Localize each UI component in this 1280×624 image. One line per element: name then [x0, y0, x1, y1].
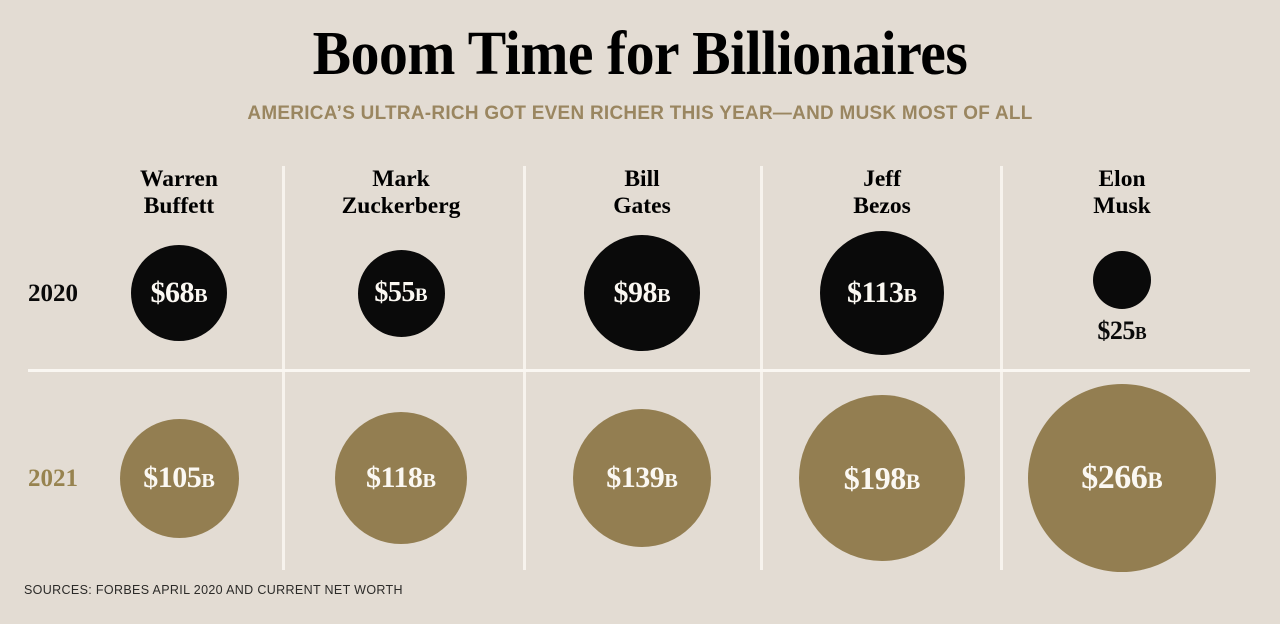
- bubble-2021-jeff-bezos: $198B: [799, 395, 965, 561]
- bubble-value-amount: $113: [847, 276, 904, 309]
- column-header-name-line1: Warren: [140, 166, 218, 192]
- bubble-value-unit: B: [193, 285, 208, 307]
- bubble-value-amount: $139: [606, 461, 665, 494]
- column-header-name-line2: Musk: [1093, 193, 1151, 219]
- bubble-value-unit: B: [1147, 468, 1163, 494]
- sources-note: SOURCES: FORBES APRIL 2020 AND CURRENT N…: [24, 583, 403, 597]
- column-header-name-line1: Mark: [372, 166, 430, 192]
- bubble-2021-bill-gates: $139B: [573, 409, 711, 547]
- row-label-2021: 2021: [28, 465, 78, 492]
- bubble-value-unit: B: [905, 470, 921, 494]
- page-subtitle: AMERICA’S ULTRA-RICH GOT EVEN RICHER THI…: [247, 102, 1033, 124]
- bubble-2021-elon-musk: $266B: [1028, 384, 1216, 572]
- bubble-value-amount: $198: [843, 460, 907, 496]
- bubble-value-label: $139B: [606, 463, 678, 493]
- column-header-name-line1: Bill: [624, 166, 660, 192]
- bubble-value-label: $113B: [847, 278, 917, 308]
- column-divider: [282, 166, 285, 570]
- bubble-value-label: $198B: [844, 462, 921, 494]
- bubble-value-amount: $98: [613, 276, 657, 309]
- bubble-value-label: $266B: [1081, 461, 1162, 495]
- bubble-2020-jeff-bezos: $113B: [820, 231, 944, 355]
- bubble-2020-elon-musk: [1093, 251, 1151, 309]
- column-header-name-line1: Elon: [1098, 166, 1146, 192]
- bubble-value-amount: $105: [143, 461, 202, 494]
- bubble-value-label: $25B: [1002, 318, 1242, 344]
- bubble-value-label: $98B: [613, 278, 670, 308]
- row-divider: [28, 369, 1250, 372]
- column-header-name-line2: Gates: [613, 193, 671, 219]
- bubble-2020-bill-gates: $98B: [584, 235, 700, 351]
- bubble-value-unit: B: [903, 285, 917, 307]
- bubble-2020-warren-buffett: $68B: [131, 245, 227, 341]
- bubble-value-amount: $25: [1097, 316, 1135, 345]
- column-header-name-line2: Bezos: [853, 193, 911, 219]
- bubble-value-unit: B: [656, 285, 671, 307]
- bubble-value-unit: B: [1134, 323, 1147, 343]
- column-header-2: Mark Zuckerberg: [281, 166, 521, 220]
- column-header-5: Elon Musk: [1002, 166, 1242, 220]
- row-label-2020: 2020: [28, 280, 78, 307]
- bubble-2021-warren-buffett: $105B: [119, 418, 239, 538]
- column-header-name-line2: Zuckerberg: [341, 193, 461, 219]
- bubble-2020-mark-zuckerberg: $55B: [357, 249, 445, 337]
- bubble-value-label: $105B: [143, 463, 215, 493]
- column-divider: [523, 166, 526, 570]
- column-divider: [760, 166, 763, 570]
- column-header-1: Warren Buffett: [59, 166, 299, 220]
- bubble-value-amount: $55: [374, 277, 415, 308]
- bubble-value-unit: B: [664, 470, 678, 492]
- bubble-value-label: $68B: [150, 278, 207, 308]
- page-title: Boom Time for Billionaires: [312, 20, 968, 88]
- column-divider: [1000, 166, 1003, 570]
- bubble-value-unit: B: [201, 470, 215, 492]
- column-header-3: Bill Gates: [522, 166, 762, 220]
- column-header-4: Jeff Bezos: [762, 166, 1002, 220]
- bubble-value-amount: $266: [1081, 459, 1148, 496]
- bubble-value-unit: B: [422, 470, 436, 492]
- bubble-value-label: $55B: [374, 279, 427, 307]
- bubble-value-amount: $68: [150, 276, 194, 309]
- bubble-value-amount: $118: [366, 461, 423, 494]
- bubble-value-unit: B: [414, 285, 428, 306]
- column-header-name-line1: Jeff: [863, 166, 901, 192]
- header: Boom Time for Billionaires AMERICA’S ULT…: [0, 0, 1280, 124]
- bubble-2021-mark-zuckerberg: $118B: [335, 412, 467, 544]
- bubble-value-label: $118B: [366, 463, 436, 493]
- column-header-name-line2: Buffett: [143, 193, 215, 219]
